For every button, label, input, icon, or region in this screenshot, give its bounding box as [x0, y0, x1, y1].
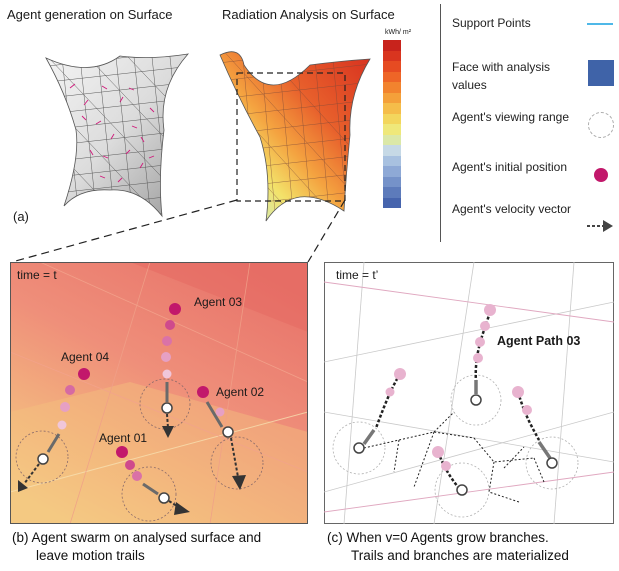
panel-c-time-label: time = t’: [336, 268, 379, 282]
panel-b-swarm: [10, 262, 308, 524]
agent-generation-surface: [45, 53, 190, 218]
agent-path-03-label: Agent Path 03: [497, 334, 581, 348]
agent-02-label: Agent 02: [216, 385, 265, 399]
legend-viewing-range-label: Agent's viewing range: [452, 110, 570, 124]
panel-c-caption-line1: (c) When v=0 Agents grow branches.: [327, 530, 549, 545]
legend-divider: [440, 4, 441, 242]
agent-04-label: Agent 04: [61, 350, 110, 364]
panel-c-caption-line2: Trails and branches are materialized: [351, 548, 569, 563]
panel-c-branches: [324, 262, 614, 524]
legend-face-label: Face with analysis values: [452, 60, 551, 92]
radiation-analysis-surface: [219, 51, 371, 222]
agent-03-label: Agent 03: [194, 295, 243, 309]
legend-support-points-label: Support Points: [452, 16, 531, 30]
panel-b-caption-line2: leave motion trails: [36, 548, 145, 563]
panel-b-time-label: time = t: [17, 268, 57, 282]
dashed-circle-icon: [588, 112, 614, 138]
right-surface-title: Radiation Analysis on Surface: [222, 7, 395, 22]
zoom-connector: [11, 199, 346, 263]
line-icon: [587, 23, 613, 25]
radiation-color-scale: [383, 40, 401, 208]
agent-01-label: Agent 01: [99, 431, 148, 445]
color-scale-unit: kWh/ m²: [385, 29, 412, 36]
legend-velocity-label: Agent's velocity vector: [452, 202, 572, 216]
dashed-arrow-icon: [587, 220, 613, 232]
magenta-dot-icon: [594, 168, 608, 182]
legend-initial-position-label: Agent's initial position: [452, 160, 568, 174]
blue-square-icon: [588, 60, 614, 86]
panel-a-label: (a): [13, 209, 29, 224]
left-surface-title: Agent generation on Surface: [7, 7, 173, 22]
panel-b-caption-line1: (b) Agent swarm on analysed surface and: [12, 530, 262, 545]
